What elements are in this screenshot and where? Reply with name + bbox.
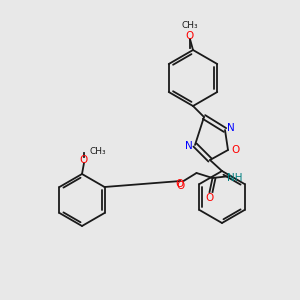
Text: NH: NH xyxy=(227,173,242,183)
Text: O: O xyxy=(231,145,239,155)
Text: O: O xyxy=(176,179,184,189)
Text: O: O xyxy=(80,155,88,165)
Text: CH₃: CH₃ xyxy=(182,22,198,31)
Text: N: N xyxy=(227,123,235,133)
Text: O: O xyxy=(186,31,194,41)
Text: O: O xyxy=(176,181,184,191)
Text: O: O xyxy=(206,193,214,203)
Text: N: N xyxy=(185,141,193,151)
Text: CH₃: CH₃ xyxy=(90,148,106,157)
